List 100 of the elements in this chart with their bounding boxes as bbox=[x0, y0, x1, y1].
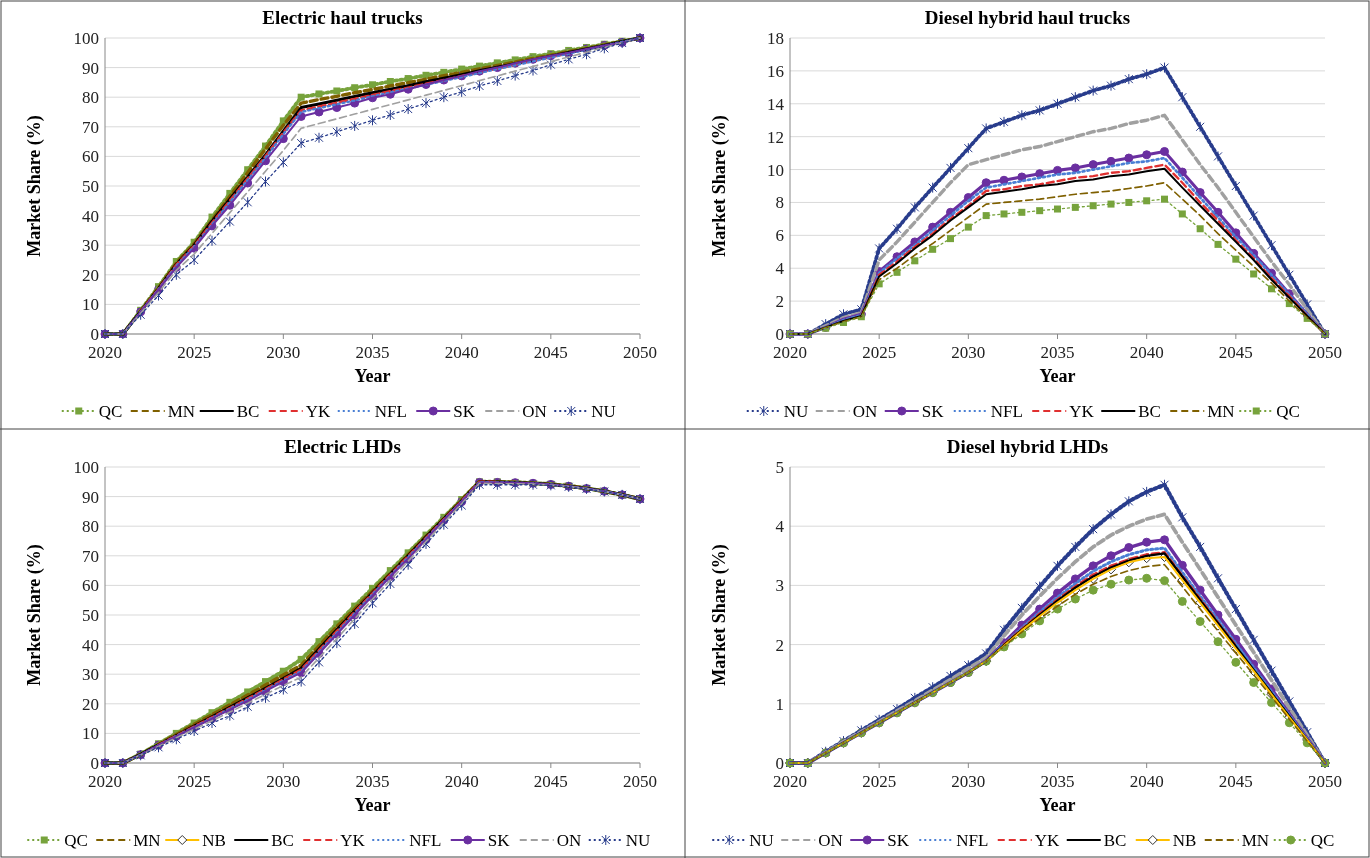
x-tick-label: 2025 bbox=[177, 772, 212, 791]
x-tick-label: 2045 bbox=[1218, 343, 1253, 362]
y-tick-label: 40 bbox=[82, 635, 99, 655]
y-tick-label: 70 bbox=[82, 546, 99, 566]
x-tick-label: 2040 bbox=[1129, 772, 1164, 791]
y-tick-label: 40 bbox=[82, 206, 99, 226]
x-tick-label: 2050 bbox=[1308, 772, 1342, 791]
x-tick-label: 2040 bbox=[444, 772, 479, 791]
x-tick-label: 2050 bbox=[1308, 343, 1342, 362]
x-tick-label: 2035 bbox=[355, 343, 390, 362]
legend-label: NFL bbox=[374, 401, 407, 421]
legend-label: BC bbox=[236, 401, 260, 421]
x-tick-label: 2020 bbox=[88, 343, 122, 362]
y-tick-label: 2 bbox=[775, 635, 784, 655]
legend-label: QC bbox=[1310, 830, 1335, 850]
chart-title: Electric haul trucks bbox=[262, 7, 423, 28]
y-tick-label: 80 bbox=[82, 88, 99, 108]
y-tick-label: 70 bbox=[82, 117, 99, 137]
x-tick-label: 2045 bbox=[533, 772, 568, 791]
y-tick-label: 30 bbox=[82, 236, 99, 256]
y-tick-label: 0 bbox=[90, 753, 99, 773]
y-tick-label: 100 bbox=[73, 457, 99, 477]
legend-label: ON bbox=[556, 830, 582, 850]
y-tick-label: 10 bbox=[82, 295, 99, 315]
y-tick-label: 30 bbox=[82, 665, 99, 685]
x-tick-label: 2035 bbox=[355, 772, 390, 791]
y-tick-label: 50 bbox=[82, 605, 99, 625]
chart-title: Electric LHDs bbox=[284, 436, 401, 457]
legend-label: QC bbox=[1276, 401, 1300, 421]
x-tick-label: 2045 bbox=[1218, 772, 1253, 791]
y-tick-label: 60 bbox=[82, 576, 99, 596]
y-tick-label: 0 bbox=[90, 324, 99, 344]
y-axis-title: Market Share (%) bbox=[709, 544, 730, 686]
x-tick-label: 2030 bbox=[951, 343, 986, 362]
x-tick-label: 2030 bbox=[266, 343, 301, 362]
y-tick-label: 10 bbox=[767, 160, 784, 180]
y-tick-label: 0 bbox=[775, 324, 784, 344]
y-tick-label: 20 bbox=[82, 265, 99, 285]
legend-label: BC bbox=[1103, 830, 1127, 850]
legend-label: SK bbox=[887, 830, 910, 850]
x-tick-label: 2020 bbox=[88, 772, 122, 791]
x-axis-title: Year bbox=[1039, 366, 1076, 386]
x-tick-label: 2030 bbox=[266, 772, 301, 791]
legend-label: YK bbox=[340, 830, 366, 850]
x-tick-label: 2045 bbox=[533, 343, 568, 362]
x-tick-label: 2050 bbox=[623, 343, 657, 362]
y-tick-label: 0 bbox=[775, 753, 784, 773]
chart-title: Diesel hybrid haul trucks bbox=[924, 7, 1131, 28]
legend-label: ON bbox=[522, 401, 547, 421]
x-tick-label: 2050 bbox=[623, 772, 657, 791]
legend-label: NB bbox=[202, 830, 226, 850]
y-tick-label: 4 bbox=[775, 259, 785, 279]
x-tick-label: 2030 bbox=[951, 772, 986, 791]
y-tick-label: 20 bbox=[82, 694, 99, 714]
y-tick-label: 6 bbox=[775, 226, 784, 246]
legend-label: BC bbox=[271, 830, 294, 850]
y-axis-title: Market Share (%) bbox=[709, 115, 730, 257]
legend-label: SK bbox=[921, 401, 945, 421]
legend-label: SK bbox=[487, 830, 511, 850]
legend-label: ON bbox=[852, 401, 878, 421]
legend-label: NU bbox=[591, 401, 616, 421]
chart-title: Diesel hybrid LHDs bbox=[946, 436, 1109, 457]
x-tick-label: 2025 bbox=[862, 343, 897, 362]
x-tick-label: 2035 bbox=[1040, 772, 1075, 791]
legend-label: NB bbox=[1172, 830, 1197, 850]
y-tick-label: 14 bbox=[767, 94, 785, 114]
legend-label: NFL bbox=[956, 830, 989, 850]
x-tick-label: 2040 bbox=[1129, 343, 1164, 362]
y-tick-label: 4 bbox=[775, 517, 785, 537]
x-tick-label: 2025 bbox=[177, 343, 212, 362]
legend-label: MN bbox=[167, 401, 196, 421]
x-tick-label: 2040 bbox=[444, 343, 479, 362]
x-axis-title: Year bbox=[1039, 795, 1076, 815]
legend-label: YK bbox=[1069, 401, 1095, 421]
legend-label: MN bbox=[1207, 401, 1235, 421]
legend-label: NU bbox=[749, 830, 774, 850]
legend-label: NFL bbox=[990, 401, 1023, 421]
legend-label: YK bbox=[1034, 830, 1061, 850]
y-tick-label: 2 bbox=[775, 292, 784, 312]
legend-label: ON bbox=[818, 830, 843, 850]
y-tick-label: 50 bbox=[82, 176, 99, 196]
y-tick-label: 100 bbox=[73, 28, 99, 48]
y-tick-label: 1 bbox=[775, 694, 784, 714]
y-tick-label: 12 bbox=[767, 127, 784, 147]
legend-label: BC bbox=[1138, 401, 1161, 421]
legend-label: NFL bbox=[409, 830, 442, 850]
x-tick-label: 2025 bbox=[862, 772, 897, 791]
legend-label: YK bbox=[305, 401, 332, 421]
x-axis-title: Year bbox=[354, 366, 391, 386]
y-tick-label: 18 bbox=[767, 28, 784, 48]
y-tick-label: 8 bbox=[775, 193, 784, 213]
y-tick-label: 10 bbox=[82, 724, 99, 744]
legend-label: QC bbox=[98, 401, 123, 421]
y-tick-label: 16 bbox=[767, 61, 784, 81]
x-tick-label: 2035 bbox=[1040, 343, 1075, 362]
y-tick-label: 90 bbox=[82, 58, 99, 78]
legend-label: MN bbox=[1241, 830, 1270, 850]
y-axis-title: Market Share (%) bbox=[24, 544, 45, 686]
y-tick-label: 60 bbox=[82, 147, 99, 167]
legend-label: NU bbox=[783, 401, 809, 421]
